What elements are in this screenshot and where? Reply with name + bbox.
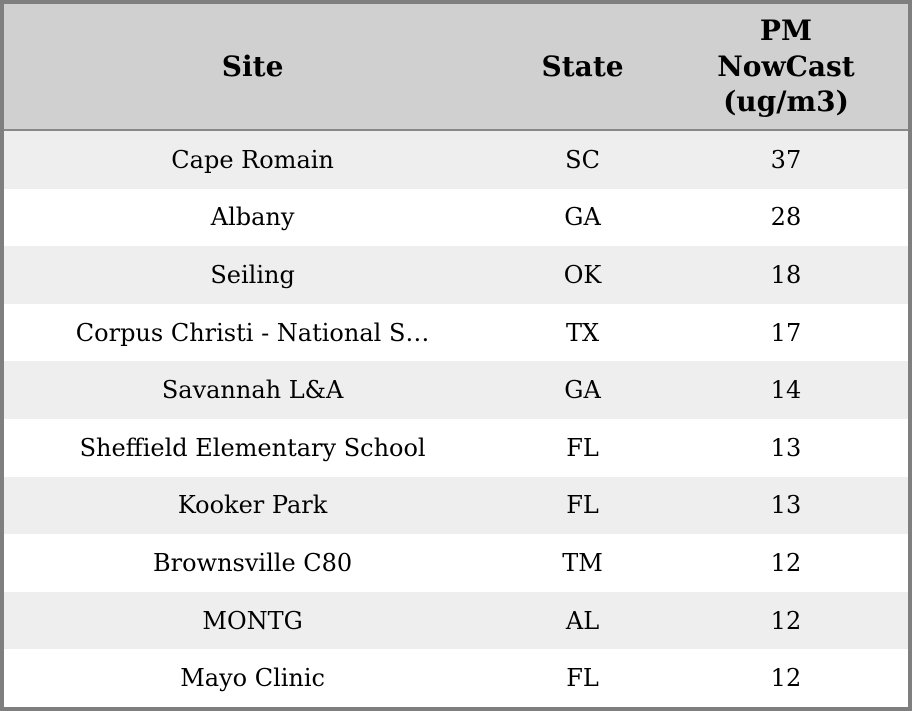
column-header-pm-nowcast: PM NowCast (ug/m3) [663,4,908,131]
state-cell: FL [566,491,599,520]
column-header-site: Site [4,4,502,131]
table-row: MONTG AL 12 [4,591,908,650]
table-row: Albany GA 28 [4,188,908,247]
table-row: Seiling OK 18 [4,246,908,304]
pm-nowcast-cell: 14 [770,376,802,405]
state-cell: TM [562,548,603,577]
state-cell: GA [564,203,601,232]
pm-nowcast-cell: 28 [770,203,802,232]
table-row: Kooker Park FL 13 [4,476,908,535]
table-row: Savannah L&A GA 14 [4,361,908,419]
state-cell: TX [566,318,600,347]
header-row: Site State PM NowCast (ug/m3) [4,4,908,131]
pm-nowcast-cell: 12 [770,606,802,635]
table-row: Sheffield Elementary School FL 13 [4,418,908,477]
state-cell: GA [564,376,601,405]
pm-nowcast-cell: 12 [770,664,802,693]
table-body: Cape Romain SC 37 Albany GA 28 Seiling OK 18 Corp… [4,130,908,707]
table-row: Cape Romain SC 37 [4,130,908,189]
table-row: Corpus Christi - National S… TX 17 [4,303,908,362]
pm-nowcast-cell: 17 [770,318,802,347]
state-cell: OK [563,261,602,289]
site-cell: Albany [210,203,295,232]
site-cell: Kooker Park [177,491,328,520]
site-cell: Corpus Christi - National S… [75,318,430,347]
site-cell: Brownsville C80 [152,548,353,577]
table-row: Mayo Clinic FL 12 [4,649,908,707]
pm-nowcast-cell: 12 [770,548,802,577]
table-header: Site State PM NowCast (ug/m3) [4,4,908,131]
site-cell: Cape Romain [171,145,334,174]
site-cell: MONTG [202,606,303,635]
site-cell: Sheffield Elementary School [79,433,426,462]
pm-nowcast-cell: 13 [770,433,802,462]
column-header-state-label: State [541,49,624,83]
column-header-site-label: Site [221,49,284,83]
state-cell: SC [565,145,600,174]
state-cell: AL [565,606,600,635]
table-row: Brownsville C80 TM 12 [4,534,908,592]
pm-nowcast-cell: 37 [770,145,802,174]
column-header-pm-nowcast-label: PM NowCast (ug/m3) [717,13,855,119]
site-cell: Seiling [210,261,295,289]
site-cell: Mayo Clinic [180,664,325,693]
state-cell: FL [566,433,599,462]
state-cell: FL [566,664,599,693]
column-header-state: State [501,4,664,131]
pm-nowcast-cell: 13 [770,491,802,520]
pm-nowcast-table: Site State PM NowCast (ug/m3) Cape Romai… [4,4,908,707]
site-cell: Savannah L&A [161,376,344,405]
pm-nowcast-cell: 18 [770,261,802,289]
